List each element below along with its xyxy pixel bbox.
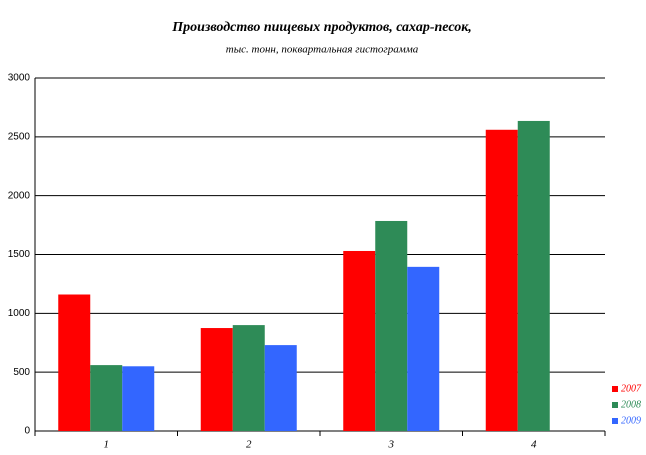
bar <box>90 365 123 431</box>
legend-swatch <box>612 418 618 424</box>
x-tick-label: 1 <box>104 439 110 451</box>
bar <box>517 120 550 431</box>
legend-label: 2008 <box>621 399 641 410</box>
legend-swatch <box>612 386 618 392</box>
x-tick-label: 4 <box>531 439 537 451</box>
x-tick-label: 2 <box>246 439 252 451</box>
x-tick-label: 3 <box>388 439 395 451</box>
y-tick-label: 3000 <box>8 73 31 84</box>
y-tick-label: 1000 <box>8 308 31 319</box>
bar <box>122 366 155 431</box>
bar <box>232 325 265 431</box>
bar <box>485 129 518 432</box>
bar <box>200 328 233 431</box>
bar <box>264 345 297 431</box>
y-tick-label: 500 <box>13 367 30 378</box>
bar <box>58 294 91 431</box>
chart-subtitle: тыс. тонн, поквартальная гистограмма <box>226 44 419 56</box>
legend-label: 2007 <box>621 383 642 394</box>
legend-label: 2009 <box>621 415 641 426</box>
legend-swatch <box>612 402 618 408</box>
bar <box>343 250 376 431</box>
bar <box>375 220 408 431</box>
y-tick-label: 2500 <box>8 131 31 142</box>
bar <box>407 266 440 431</box>
y-tick-label: 2000 <box>8 190 31 201</box>
y-tick-label: 0 <box>24 426 30 437</box>
chart-title: Производство пищевых продуктов, сахар-пе… <box>171 20 472 35</box>
y-tick-label: 1500 <box>8 249 31 260</box>
